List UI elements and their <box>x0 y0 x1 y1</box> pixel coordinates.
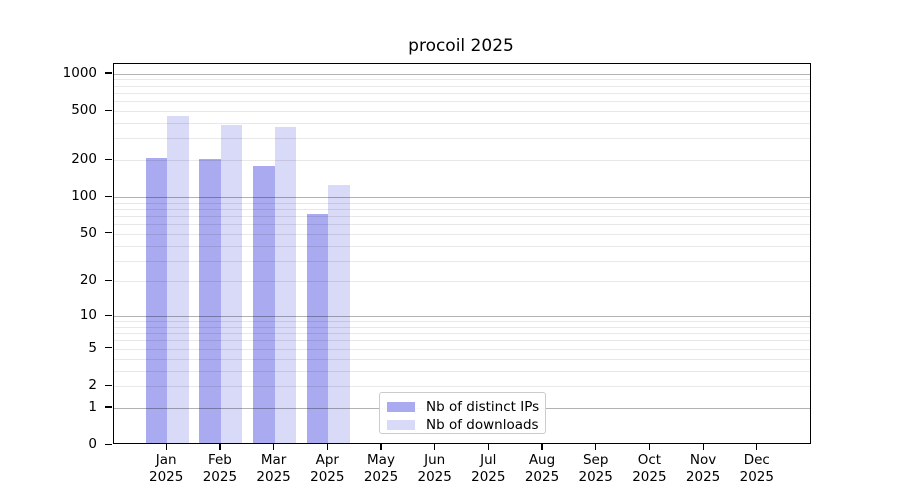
x-tick-label-aug: Aug 2025 <box>524 452 560 485</box>
minor-gridline <box>113 281 810 283</box>
y-tick-label: 100 <box>71 188 97 204</box>
minor-gridline <box>113 202 810 204</box>
legend-swatch-downloads-icon <box>387 419 415 430</box>
x-tick-label-oct: Oct 2025 <box>632 452 667 485</box>
legend-label: Nb of downloads <box>426 416 539 433</box>
x-tick-label-feb: Feb 2025 <box>202 452 238 485</box>
minor-gridline <box>113 326 810 328</box>
chart-title: procoil 2025 <box>408 36 514 56</box>
y-tick-mark <box>105 314 112 316</box>
minor-gridline <box>113 208 810 210</box>
minor-gridline <box>113 340 810 342</box>
x-tick-mark <box>273 444 275 450</box>
y-axis: 0 1 2 5 10 20 50 100 200 500 1000 <box>0 63 112 451</box>
x-tick-mark <box>487 444 489 450</box>
x-tick-label-mar: Mar 2025 <box>256 452 291 485</box>
minor-gridline <box>113 245 810 247</box>
minor-gridline <box>113 122 810 124</box>
x-tick-label-apr: Apr 2025 <box>310 452 345 485</box>
major-gridline <box>113 316 810 318</box>
bar-mar-ips <box>253 165 275 443</box>
bar-apr-ips <box>306 214 329 443</box>
y-tick-label: 2 <box>88 377 97 393</box>
x-tick-mark <box>219 444 221 450</box>
x-tick-label-nov: Nov 2025 <box>685 452 721 485</box>
bar-jan-downloads <box>167 115 189 443</box>
y-tick-label: 20 <box>79 272 97 289</box>
y-tick-label: 500 <box>71 102 97 118</box>
y-tick-label: 1000 <box>62 64 97 81</box>
y-tick-label: 200 <box>71 151 97 167</box>
x-tick-label-jul: Jul 2025 <box>471 452 506 485</box>
x-tick-mark <box>326 444 328 450</box>
x-tick-mark <box>702 444 704 450</box>
legend-label: Nb of distinct IPs <box>426 398 540 415</box>
y-tick-mark <box>105 279 112 282</box>
major-gridline <box>113 197 810 198</box>
major-gridline <box>113 73 810 75</box>
y-tick-mark <box>105 443 112 445</box>
bar-jan-ips <box>145 158 168 443</box>
minor-gridline <box>113 348 810 350</box>
legend-swatch-distinct-ips-icon <box>387 401 415 412</box>
y-tick-label: 1 <box>88 398 97 415</box>
y-tick-label: 10 <box>79 307 97 324</box>
y-tick-mark <box>105 232 112 234</box>
y-tick-label: 0 <box>88 436 97 452</box>
bar-feb-downloads <box>220 125 243 443</box>
y-tick-mark <box>105 109 112 111</box>
bar-feb-ips <box>199 159 221 443</box>
y-tick-mark <box>105 158 112 160</box>
minor-gridline <box>113 160 810 161</box>
minor-gridline <box>113 370 810 372</box>
x-tick-label-jan: Jan 2025 <box>149 452 184 485</box>
x-tick-mark <box>541 444 543 450</box>
minor-gridline <box>113 101 810 103</box>
plot-area <box>112 63 811 444</box>
minor-gridline <box>113 233 810 235</box>
y-tick-label: 50 <box>79 224 97 241</box>
x-tick-label-jun: Jun 2025 <box>417 452 452 485</box>
bar-apr-downloads <box>328 185 350 443</box>
minor-gridline <box>113 333 810 335</box>
y-tick-mark <box>105 347 112 349</box>
x-axis: Jan 2025 Feb 2025 Mar 2025 Apr 2025 May 2025… <box>113 444 811 500</box>
bar-mar-downloads <box>274 126 297 443</box>
y-tick-mark <box>105 384 112 386</box>
y-tick-mark <box>105 406 112 408</box>
minor-gridline <box>113 92 810 94</box>
legend: Nb of distinct IPs Nb of downloads <box>379 392 546 434</box>
legend-item: Nb of downloads <box>387 417 545 432</box>
y-tick-label: 5 <box>88 339 97 356</box>
x-tick-mark <box>595 444 597 450</box>
x-tick-label-sep: Sep 2025 <box>578 452 613 485</box>
x-tick-mark <box>756 444 758 450</box>
minor-gridline <box>113 386 810 387</box>
minor-gridline <box>113 138 810 140</box>
x-tick-mark <box>380 444 382 450</box>
minor-gridline <box>113 260 810 262</box>
y-tick-mark <box>105 72 112 74</box>
x-tick-mark <box>434 444 436 450</box>
x-tick-label-may: May 2025 <box>363 452 399 485</box>
minor-gridline <box>113 111 810 112</box>
x-tick-mark <box>165 444 167 450</box>
minor-gridline <box>113 85 810 87</box>
y-tick-mark <box>105 195 112 197</box>
minor-gridline <box>113 79 810 81</box>
minor-gridline <box>113 358 810 360</box>
x-tick-mark <box>648 444 651 450</box>
minor-gridline <box>113 224 810 226</box>
minor-gridline <box>113 321 810 323</box>
minor-gridline <box>113 216 810 217</box>
legend-item: Nb of distinct IPs <box>387 399 545 414</box>
x-tick-label-dec: Dec 2025 <box>739 452 774 485</box>
